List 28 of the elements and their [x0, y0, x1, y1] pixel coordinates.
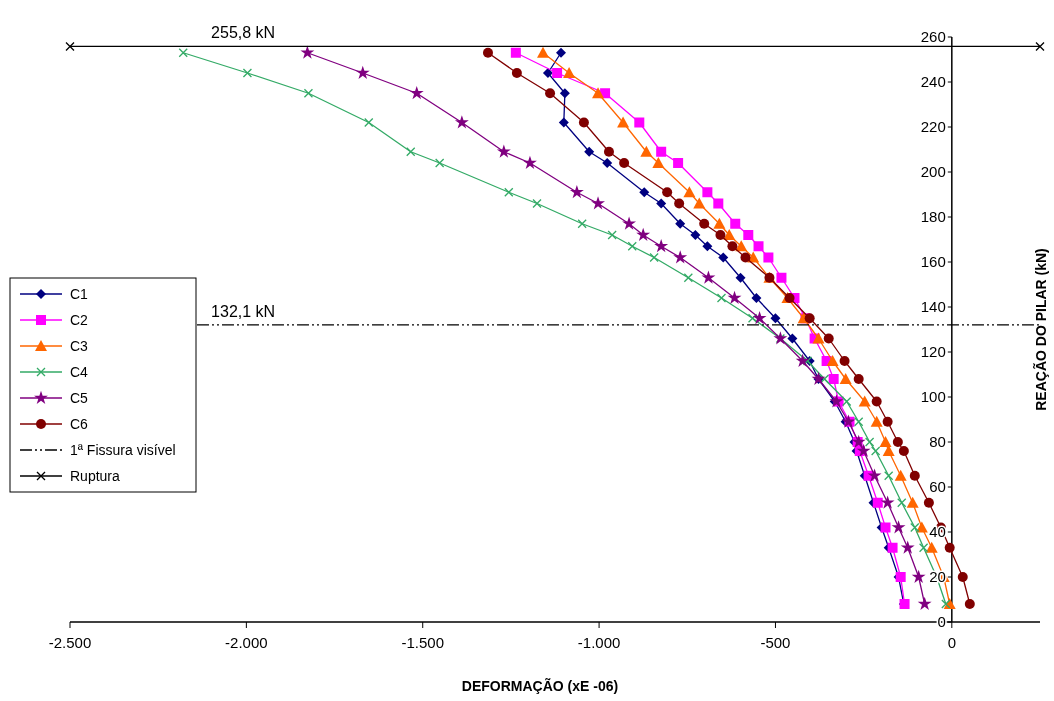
x-tick-label: -2.000: [225, 634, 268, 651]
legend-label: C5: [70, 390, 89, 406]
legend-label: C6: [70, 416, 89, 432]
y-tick-label: 220: [920, 118, 946, 135]
y-tick-label: 160: [920, 253, 946, 270]
x-tick-label: -2.500: [48, 634, 92, 651]
y-tick-label: 120: [920, 343, 946, 360]
annotation: 255,8 kN: [211, 24, 276, 42]
y-tick-label: 100: [920, 388, 946, 405]
legend-label: C4: [70, 364, 89, 380]
y-axis-title: REAÇÃO DO PILAR (kN): [1032, 248, 1049, 411]
legend-label: C2: [70, 312, 89, 328]
legend-label: C1: [70, 286, 89, 302]
annotation: 132,1 kN: [211, 302, 276, 320]
x-tick-label: -1.500: [401, 634, 444, 651]
y-tick-label: 80: [929, 433, 946, 450]
legend-label: Ruptura: [70, 468, 121, 484]
y-tick-label: 200: [920, 163, 946, 180]
legend-label: C3: [70, 338, 89, 354]
x-axis-title: DEFORMAÇÃO (xE -06): [461, 677, 619, 694]
y-tick-label: 60: [929, 478, 946, 495]
x-tick-label: -500: [760, 634, 791, 651]
y-tick-label: 260: [920, 28, 946, 45]
legend-label: 1ª Fissura visível: [70, 442, 176, 458]
y-tick-label: 240: [920, 73, 946, 90]
x-tick-label: -1.000: [577, 634, 621, 651]
y-tick-label: 180: [920, 208, 946, 225]
y-tick-label: 140: [920, 298, 946, 315]
